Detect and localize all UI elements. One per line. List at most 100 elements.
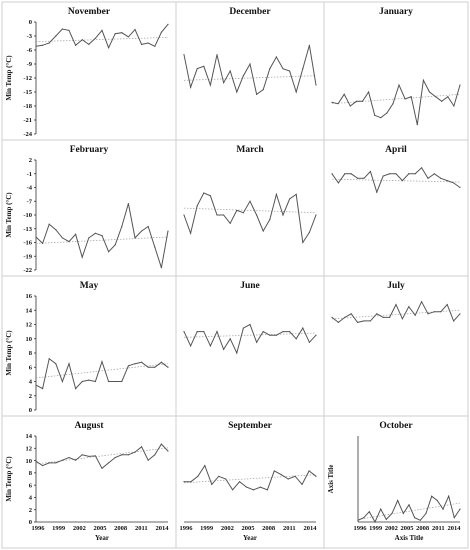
data-point xyxy=(68,456,70,459)
data-point xyxy=(337,321,339,323)
data-point xyxy=(211,483,213,485)
data-point xyxy=(127,36,129,38)
trend-line xyxy=(35,236,169,244)
x-tick-label: 2008 xyxy=(416,525,430,532)
data-point xyxy=(160,267,162,269)
chart-title: March xyxy=(236,145,264,155)
data-point xyxy=(141,43,143,46)
x-tick-label: 2008 xyxy=(262,525,276,532)
series-line xyxy=(183,45,317,96)
data-point xyxy=(183,54,185,56)
data-point xyxy=(101,29,103,31)
chart-february: February 2 -1 -4 -7 -10 -13 -16 -19 -22 Min Temp (… xyxy=(1,139,177,277)
data-point xyxy=(154,454,156,456)
x-axis-label: Year xyxy=(95,534,109,542)
y-tick-label: 2 xyxy=(29,507,32,514)
data-point xyxy=(196,205,198,207)
data-point xyxy=(81,454,83,456)
data-point xyxy=(167,450,169,452)
data-point xyxy=(147,225,149,228)
data-point xyxy=(363,177,365,179)
data-point xyxy=(447,96,449,98)
y-tick-label: -24 xyxy=(23,131,32,138)
trend-line xyxy=(183,75,317,81)
data-point xyxy=(275,193,277,195)
data-point xyxy=(249,200,251,202)
data-point xyxy=(404,98,406,100)
data-point xyxy=(262,89,264,91)
trend-line xyxy=(35,363,169,379)
data-point xyxy=(88,237,90,239)
data-point xyxy=(229,70,231,72)
x-tick-label: 2014 xyxy=(304,525,318,532)
y-tick-label: 6 xyxy=(29,482,33,489)
data-point xyxy=(440,311,442,313)
data-point xyxy=(376,313,378,315)
data-point xyxy=(121,454,123,456)
trend-line xyxy=(183,207,317,214)
data-point xyxy=(331,173,333,175)
trend-line xyxy=(183,332,317,338)
data-point xyxy=(114,456,116,459)
data-point xyxy=(121,380,123,383)
data-point xyxy=(197,475,199,477)
data-point xyxy=(308,44,310,46)
data-point xyxy=(229,222,231,224)
data-point xyxy=(389,316,391,318)
data-point xyxy=(446,180,448,182)
data-point xyxy=(154,246,156,248)
chart-panel-border xyxy=(323,415,469,549)
data-point xyxy=(223,348,225,351)
data-point xyxy=(374,114,376,116)
data-point xyxy=(127,365,129,367)
x-tick-label: 2011 xyxy=(283,525,296,532)
data-point xyxy=(453,105,455,107)
data-point xyxy=(229,338,231,340)
chart-november: November 0 -3 -6 -9 -12 -15 -18 -21 -24 Min Temp (… xyxy=(1,1,177,141)
data-point xyxy=(55,363,57,365)
x-tick-label: 2005 xyxy=(401,525,415,532)
data-point xyxy=(262,331,264,333)
x-tick-label: 2005 xyxy=(242,525,256,532)
chart-panel-border xyxy=(175,275,325,417)
y-tick-label: 10 xyxy=(26,336,33,343)
data-point xyxy=(108,380,110,383)
data-point xyxy=(242,75,244,77)
data-point xyxy=(236,91,238,93)
data-point xyxy=(421,301,423,303)
y-tick-label: -12 xyxy=(23,75,32,82)
data-point xyxy=(401,180,403,182)
data-point xyxy=(81,380,83,383)
data-point xyxy=(256,341,258,343)
y-tick-label: 12 xyxy=(26,322,33,329)
data-point xyxy=(269,68,271,70)
data-point xyxy=(441,100,443,102)
data-point xyxy=(294,475,296,477)
data-point xyxy=(216,331,218,333)
data-point xyxy=(196,331,198,333)
data-point xyxy=(134,237,136,239)
data-point xyxy=(395,303,397,306)
data-point xyxy=(410,96,412,98)
chart-panel-border xyxy=(323,275,469,417)
data-point xyxy=(134,451,136,453)
y-tick-label: 0 xyxy=(29,519,32,526)
data-point xyxy=(289,70,291,72)
data-point xyxy=(236,209,238,212)
data-point xyxy=(357,177,359,179)
data-point xyxy=(331,316,333,318)
data-point xyxy=(108,47,110,49)
y-tick-label: -19 xyxy=(23,253,32,260)
chart-title: October xyxy=(379,421,413,431)
y-tick-label: -3 xyxy=(27,33,33,40)
x-axis-label: Year xyxy=(243,534,257,542)
data-point xyxy=(428,91,431,93)
data-point xyxy=(392,103,394,105)
data-point xyxy=(402,512,404,515)
data-point xyxy=(269,334,271,336)
data-point xyxy=(459,186,461,189)
data-point xyxy=(414,173,416,175)
x-tick-label: 1996 xyxy=(32,525,46,532)
x-tick-label: 1999 xyxy=(200,525,214,532)
data-point xyxy=(376,191,378,193)
